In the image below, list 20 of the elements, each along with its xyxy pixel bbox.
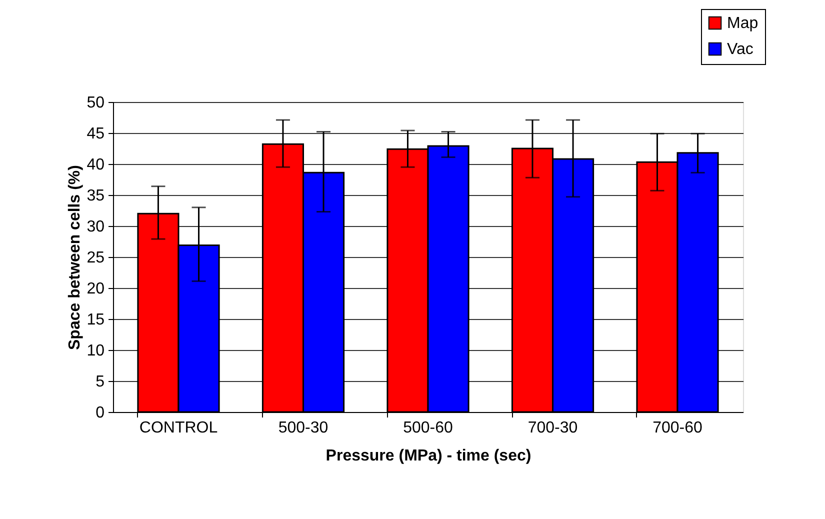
x-tick-label: 500-30: [278, 420, 328, 436]
y-tick-label: 50: [86, 94, 105, 112]
y-tick-label: 15: [86, 312, 105, 328]
y-tick-label: 40: [86, 156, 105, 174]
x-tick-label: 700-60: [652, 420, 703, 436]
x-tick-label: 700-30: [528, 420, 578, 436]
y-tick-label: 10: [86, 342, 105, 360]
y-tick-label: 45: [86, 126, 105, 142]
y-tick-label: 20: [86, 280, 105, 298]
y-tick-label: 0: [96, 404, 105, 422]
y-tick-label: 5: [96, 374, 105, 390]
y-tick-label: 25: [86, 250, 105, 266]
legend-label: Vac: [727, 41, 754, 58]
x-tick-label: CONTROL: [139, 420, 218, 436]
x-axis-title: Pressure (MPa) - time (sec): [326, 448, 532, 464]
y-axis-title: Space between cells (%): [66, 165, 84, 350]
y-tick-label: 30: [86, 218, 105, 236]
y-tick-label: 35: [86, 188, 105, 204]
legend-label: Map: [727, 15, 758, 32]
x-tick-label: 500-60: [403, 420, 454, 436]
